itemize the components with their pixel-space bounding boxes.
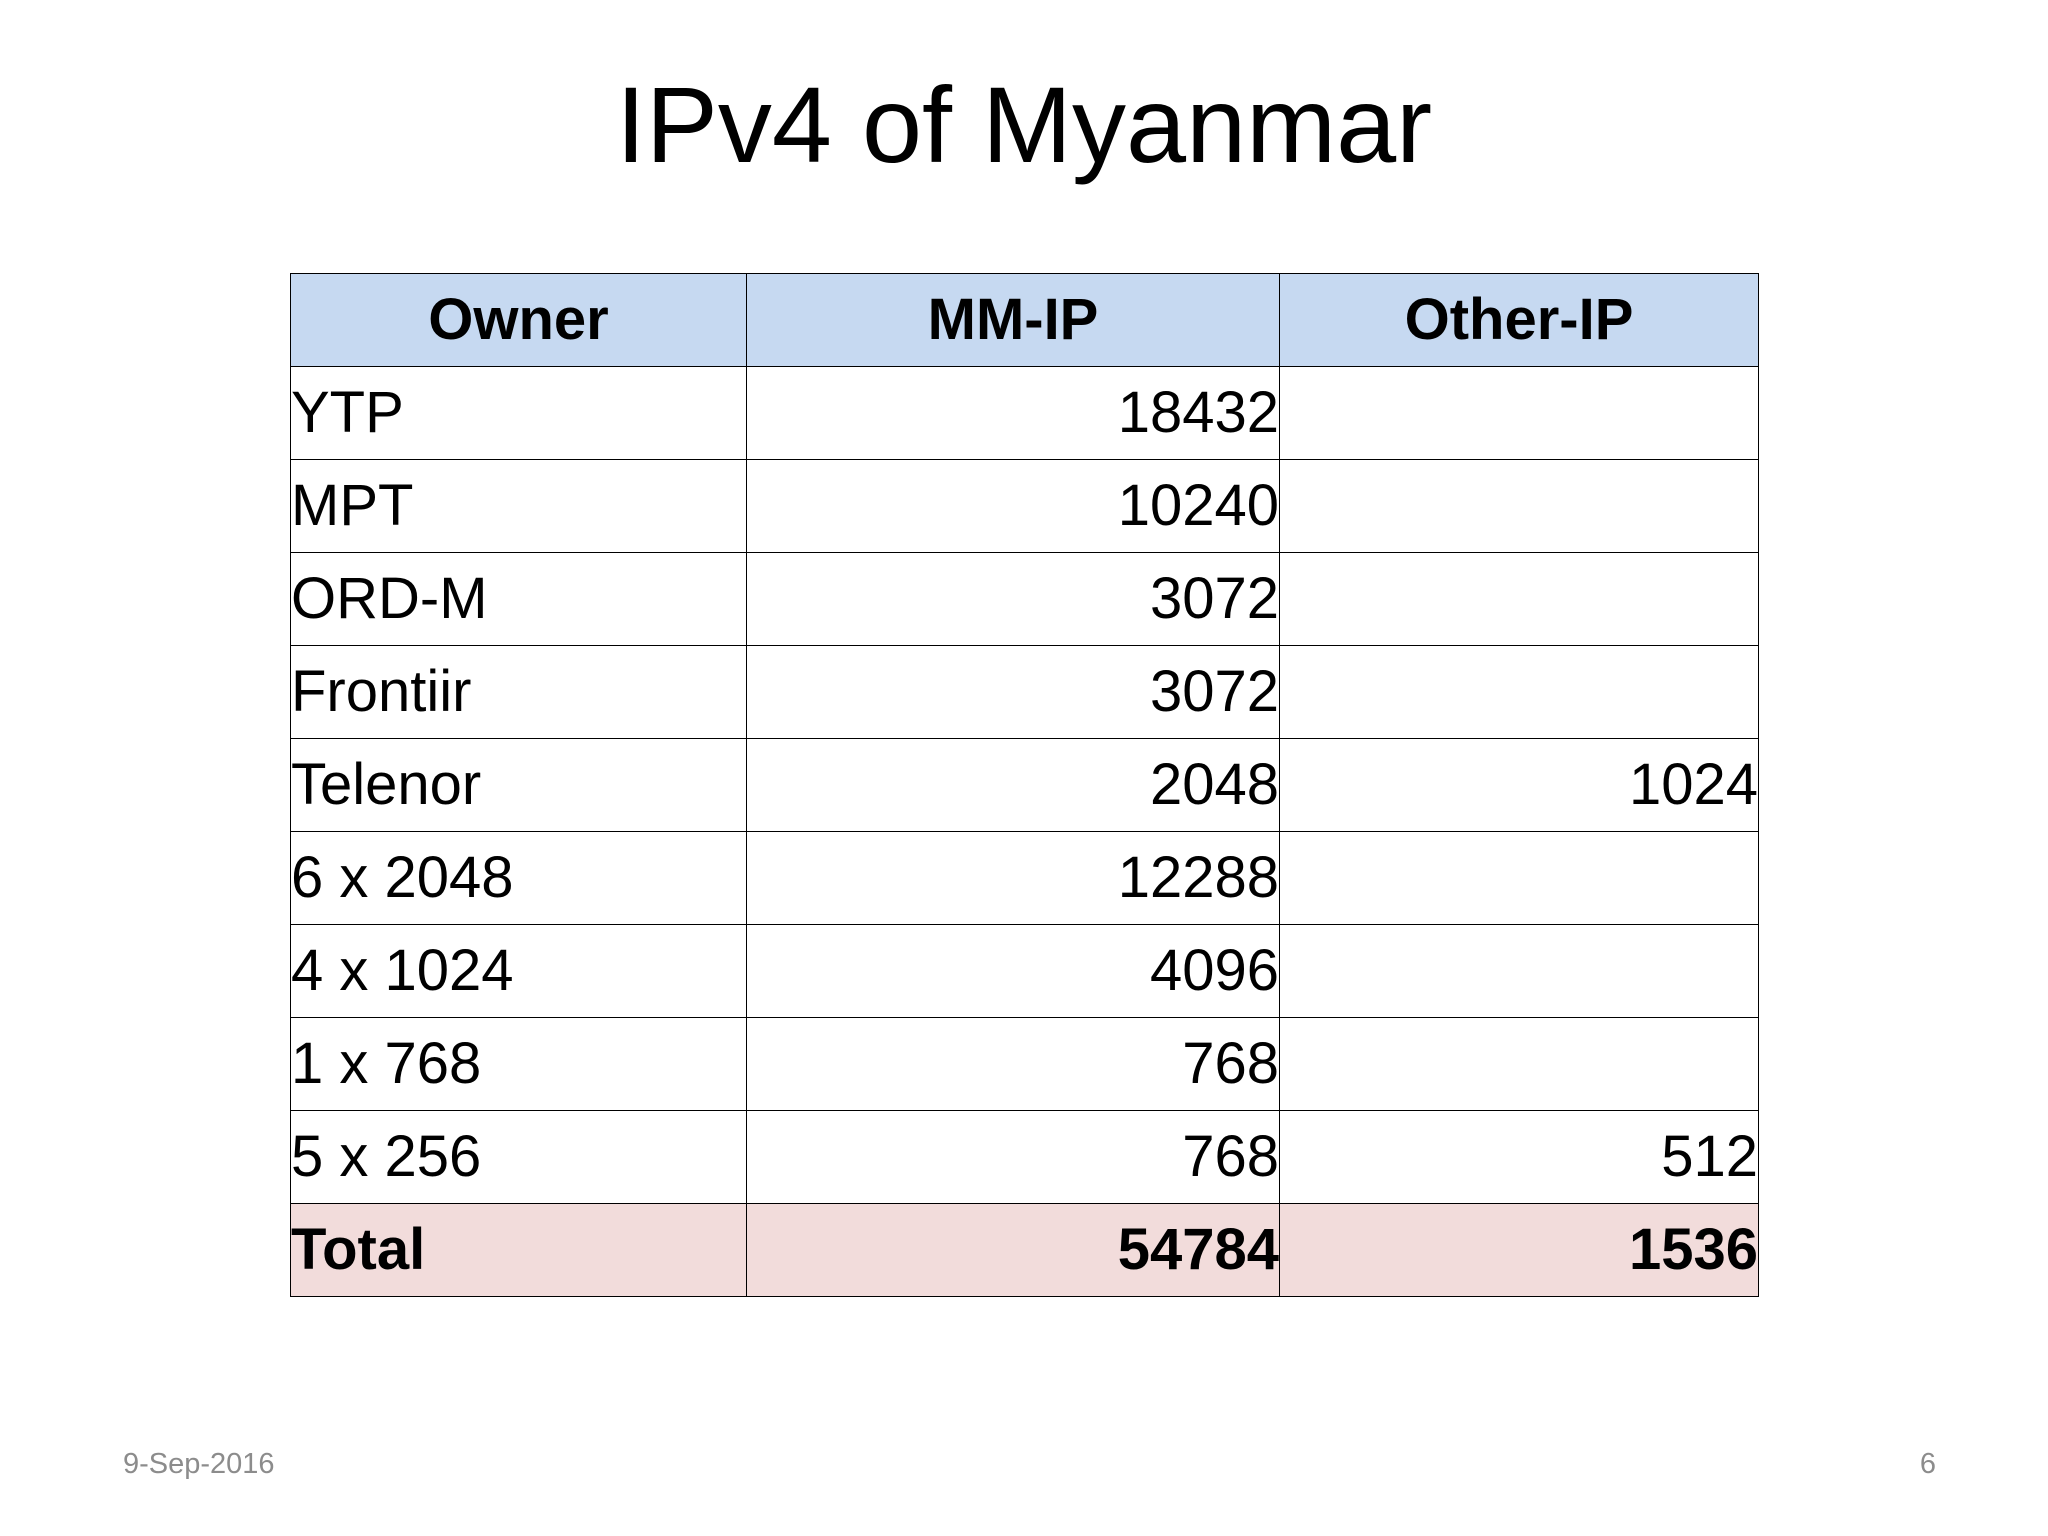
value-cell [1279, 366, 1759, 460]
value-cell: 10240 [746, 459, 1280, 553]
owner-cell: Frontiir [290, 645, 747, 739]
value-cell: 768 [746, 1017, 1280, 1111]
owner-cell: YTP [290, 366, 747, 460]
table-row: 5 x 256 768 512 [290, 1110, 1759, 1204]
table-row: YTP 18432 [290, 366, 1759, 460]
owner-cell: ORD-M [290, 552, 747, 646]
value-cell: 768 [746, 1110, 1280, 1204]
value-cell: 12288 [746, 831, 1280, 925]
table-row: ORD-M 3072 [290, 552, 1759, 646]
data-table: Owner MM-IP Other-IP YTP 18432 MPT 10240 ORD-M… [290, 273, 1759, 1297]
value-cell: 54784 [746, 1203, 1280, 1297]
footer-date: 9-Sep-2016 [123, 1448, 275, 1480]
table-row: Frontiir 3072 [290, 645, 1759, 739]
header-cell: MM-IP [746, 273, 1280, 367]
table-row: 4 x 1024 4096 [290, 924, 1759, 1018]
table-row: 1 x 768 768 [290, 1017, 1759, 1111]
value-cell [1279, 459, 1759, 553]
value-cell: 1024 [1279, 738, 1759, 832]
value-cell: 18432 [746, 366, 1280, 460]
owner-cell: Total [290, 1203, 747, 1297]
value-cell: 3072 [746, 552, 1280, 646]
header-cell: Other-IP [1279, 273, 1759, 367]
table-row: 6 x 2048 12288 [290, 831, 1759, 925]
owner-cell: MPT [290, 459, 747, 553]
value-cell: 2048 [746, 738, 1280, 832]
table-row: MPT 10240 [290, 459, 1759, 553]
owner-cell: 1 x 768 [290, 1017, 747, 1111]
slide-title: IPv4 of Myanmar [615, 64, 1433, 185]
owner-cell: 5 x 256 [290, 1110, 747, 1204]
owner-cell: 6 x 2048 [290, 831, 747, 925]
owner-cell: Telenor [290, 738, 747, 832]
page-number: 6 [1919, 1448, 1936, 1480]
value-cell [1279, 645, 1759, 739]
table-row: Telenor 2048 1024 [290, 738, 1759, 832]
value-cell [1279, 831, 1759, 925]
value-cell [1279, 552, 1759, 646]
header-row: Owner MM-IP Other-IP [290, 273, 1759, 367]
value-cell: 1536 [1279, 1203, 1759, 1297]
value-cell: 512 [1279, 1110, 1759, 1204]
value-cell [1279, 924, 1759, 1018]
value-cell: 4096 [746, 924, 1280, 1018]
value-cell: 3072 [746, 645, 1280, 739]
owner-cell: 4 x 1024 [290, 924, 747, 1018]
value-cell [1279, 1017, 1759, 1111]
total-row: Total 54784 1536 [290, 1203, 1759, 1297]
header-cell: Owner [290, 273, 747, 367]
